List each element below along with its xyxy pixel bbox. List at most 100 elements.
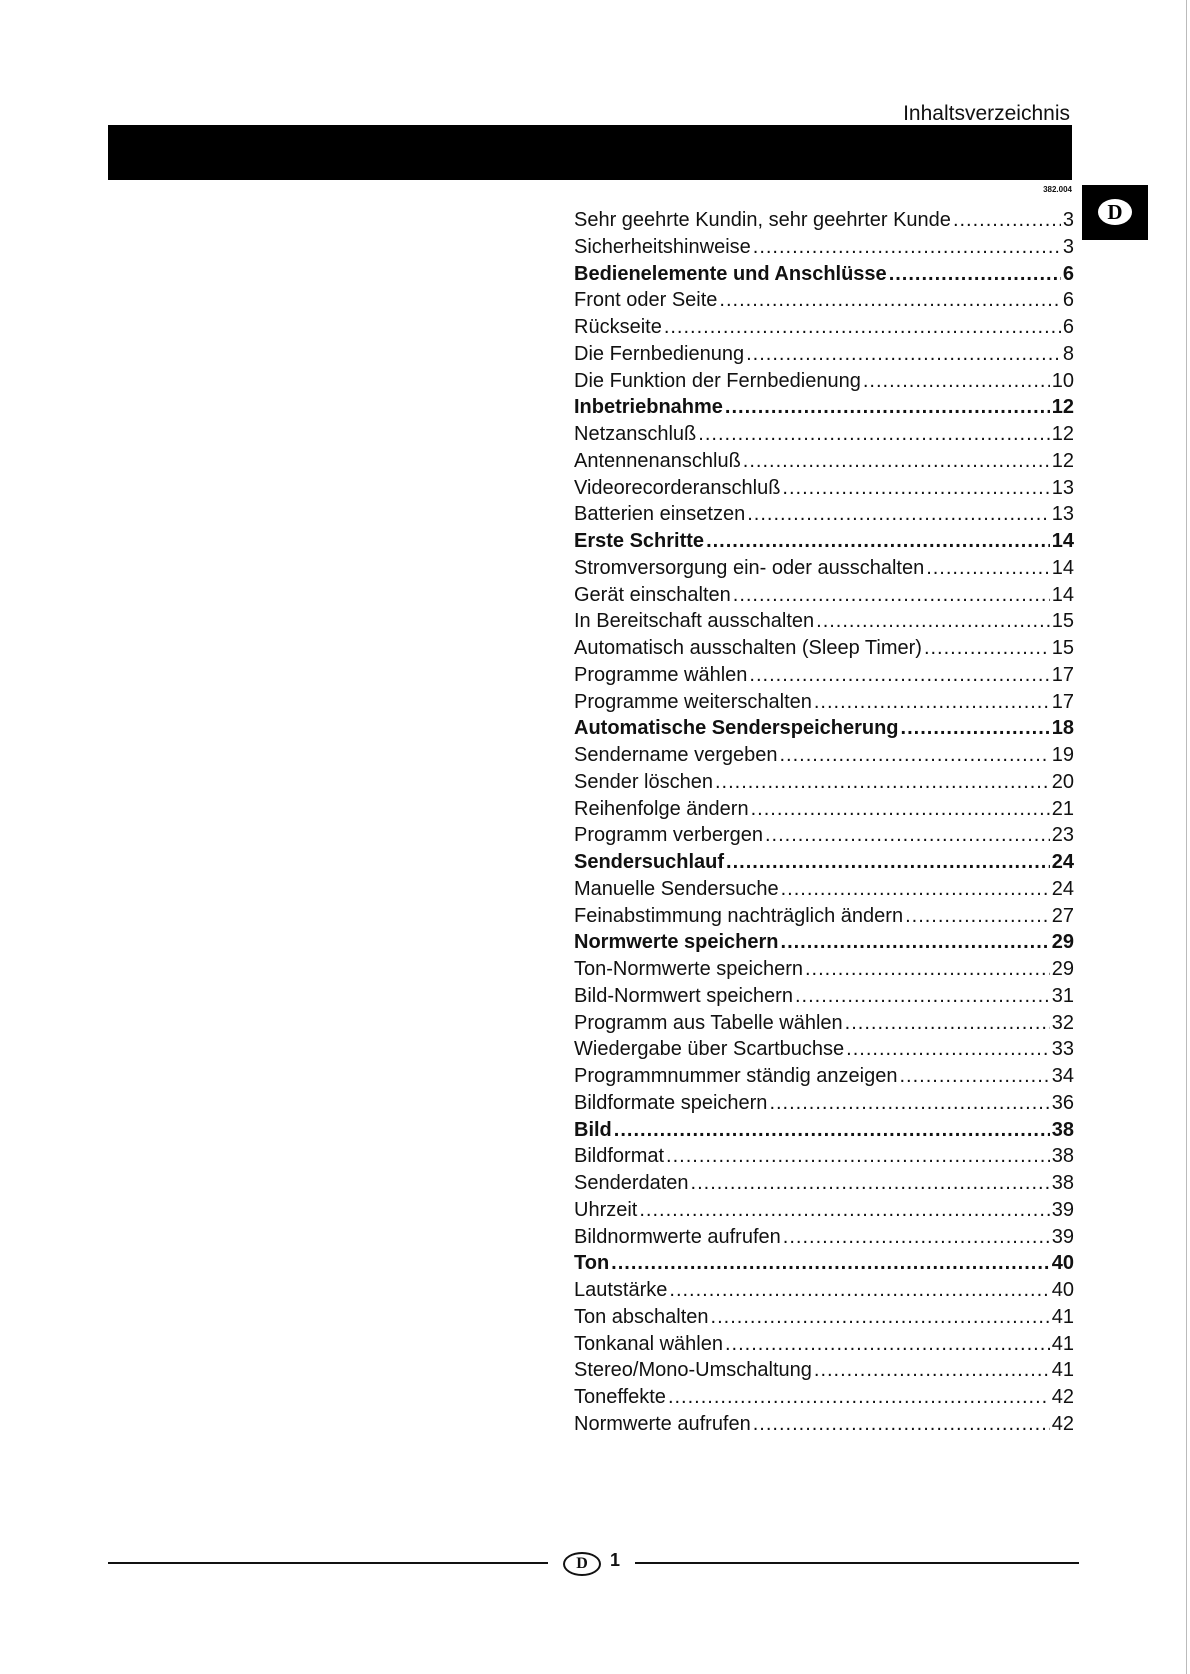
toc-entry-title: Senderdaten bbox=[574, 1172, 689, 1194]
toc-leader-dots bbox=[706, 530, 1050, 553]
toc-entry: Rückseite 6 bbox=[574, 316, 1074, 343]
page-number: 1 bbox=[610, 1550, 621, 1570]
toc-entry-page: 36 bbox=[1051, 1091, 1074, 1114]
toc-entry-page: 23 bbox=[1051, 824, 1074, 847]
toc-entry-page: 20 bbox=[1051, 770, 1074, 793]
toc-leader-dots bbox=[747, 503, 1050, 526]
toc-entry-title: Bildformate speichern bbox=[574, 1091, 768, 1114]
toc-entry: Programme wählen 17 bbox=[574, 664, 1074, 691]
page-title: Inhaltsverzeichnis bbox=[903, 102, 1070, 125]
toc-entry: Lautstärke 40 bbox=[574, 1279, 1074, 1306]
language-badge-icon: D bbox=[1098, 199, 1132, 225]
toc-entry: Sicherheitshinweise 3 bbox=[574, 236, 1074, 263]
toc-entry: Gerät einschalten 14 bbox=[574, 584, 1074, 611]
toc-leader-dots bbox=[753, 236, 1061, 259]
toc-entry-page: 17 bbox=[1051, 690, 1074, 713]
toc-entry-page: 38 bbox=[1051, 1172, 1074, 1194]
toc-entry: Ton 40 bbox=[574, 1252, 1074, 1279]
toc-entry-title: Automatisch ausschalten (Sleep Timer) bbox=[574, 637, 922, 659]
toc-leader-dots bbox=[743, 450, 1050, 473]
toc-leader-dots bbox=[611, 1252, 1050, 1275]
toc-entry-title: Stereo/Mono-Umschaltung bbox=[574, 1359, 812, 1382]
toc-entry: Stereo/Mono-Umschaltung 41 bbox=[574, 1359, 1074, 1386]
toc-entry-page: 31 bbox=[1051, 984, 1074, 1007]
toc-entry-title: Manuelle Sendersuche bbox=[574, 877, 779, 900]
toc-leader-dots bbox=[795, 985, 1050, 1008]
toc-entry: Bild-Normwert speichern 31 bbox=[574, 985, 1074, 1012]
toc-entry: Tonkanal wählen 41 bbox=[574, 1333, 1074, 1360]
toc-leader-dots bbox=[691, 1172, 1050, 1195]
toc-entry-page: 3 bbox=[1062, 209, 1074, 231]
toc-entry: Bildformate speichern 36 bbox=[574, 1092, 1074, 1119]
toc-entry: Erste Schritte 14 bbox=[574, 530, 1074, 557]
toc-entry-page: 39 bbox=[1051, 1198, 1074, 1221]
toc-entry: Bildnormwerte aufrufen 39 bbox=[574, 1226, 1074, 1253]
toc-entry-page: 42 bbox=[1051, 1386, 1074, 1408]
toc-entry-page: 6 bbox=[1062, 316, 1074, 338]
toc-leader-dots bbox=[664, 316, 1061, 339]
toc-entry: Stromversorgung ein- oder ausschalten 14 bbox=[574, 557, 1074, 584]
toc-entry-title: Batterien einsetzen bbox=[574, 503, 746, 526]
document-code: 382.004 bbox=[1043, 185, 1072, 194]
toc-entry-title: Programm aus Tabelle wählen bbox=[574, 1011, 843, 1034]
toc-leader-dots bbox=[733, 584, 1050, 607]
toc-entry-title: Gerät einschalten bbox=[574, 583, 731, 606]
toc-entry: Programmnummer ständig anzeigen 34 bbox=[574, 1065, 1074, 1092]
toc-entry-title: Wiedergabe über Scartbuchse bbox=[574, 1038, 845, 1061]
toc-entry-title: Videorecorderanschluß bbox=[574, 476, 781, 499]
toc-entry-title: In Bereitschaft ausschalten bbox=[574, 610, 815, 633]
toc-entry-title: Ton-Normwerte speichern bbox=[574, 958, 803, 980]
toc-entry: Inbetriebnahme 12 bbox=[574, 396, 1074, 423]
toc-leader-dots bbox=[926, 557, 1050, 580]
toc-entry-title: Sendername vergeben bbox=[574, 744, 778, 766]
toc-entry-page: 14 bbox=[1051, 530, 1074, 552]
toc-entry-title: Stromversorgung ein- oder ausschalten bbox=[574, 556, 925, 579]
toc-leader-dots bbox=[779, 744, 1049, 767]
toc-leader-dots bbox=[863, 370, 1050, 393]
toc-entry-title: Uhrzeit bbox=[574, 1198, 638, 1221]
toc-entry-title: Die Fernbedienung bbox=[574, 342, 745, 365]
toc-entry: Ton-Normwerte speichern 29 bbox=[574, 958, 1074, 985]
toc-leader-dots bbox=[782, 477, 1049, 500]
toc-entry-title: Ton bbox=[574, 1252, 610, 1275]
toc-entry-page: 38 bbox=[1051, 1145, 1074, 1168]
toc-entry-page: 40 bbox=[1051, 1252, 1074, 1275]
toc-leader-dots bbox=[746, 343, 1061, 366]
header-bar bbox=[108, 125, 1072, 180]
toc-leader-dots bbox=[711, 1306, 1050, 1329]
toc-entry-title: Sehr geehrte Kundin, sehr geehrter Kunde bbox=[574, 209, 951, 231]
toc-entry: Bildformat 38 bbox=[574, 1145, 1074, 1172]
toc-entry: Front oder Seite 6 bbox=[574, 289, 1074, 316]
toc-leader-dots bbox=[715, 771, 1050, 794]
toc-entry: Batterien einsetzen 13 bbox=[574, 503, 1074, 530]
toc-entry: Die Funktion der Fernbedienung 10 bbox=[574, 370, 1074, 397]
toc-entry: Bedienelemente und Anschlüsse 6 bbox=[574, 263, 1074, 290]
toc-entry-page: 27 bbox=[1051, 904, 1074, 927]
toc-entry-page: 17 bbox=[1051, 663, 1074, 686]
toc-entry: Programm aus Tabelle wählen 32 bbox=[574, 1012, 1074, 1039]
toc-leader-dots bbox=[924, 637, 1050, 660]
toc-entry-page: 34 bbox=[1051, 1065, 1074, 1087]
toc-entry: Sender löschen 20 bbox=[574, 771, 1074, 798]
toc-leader-dots bbox=[614, 1119, 1050, 1142]
toc-leader-dots bbox=[781, 878, 1050, 901]
language-tab: D bbox=[1082, 185, 1148, 240]
toc-entry: Normwerte aufrufen 42 bbox=[574, 1413, 1074, 1440]
toc-leader-dots bbox=[901, 717, 1050, 740]
toc-leader-dots bbox=[900, 1065, 1050, 1088]
toc-entry-title: Toneffekte bbox=[574, 1386, 666, 1408]
toc-entry-page: 42 bbox=[1051, 1412, 1074, 1435]
toc-entry-title: Sendersuchlauf bbox=[574, 851, 725, 873]
toc-entry-title: Bild-Normwert speichern bbox=[574, 984, 793, 1007]
toc-entry: Netzanschluß 12 bbox=[574, 423, 1074, 450]
toc-leader-dots bbox=[719, 289, 1060, 312]
toc-entry: Programme weiterschalten 17 bbox=[574, 691, 1074, 718]
toc-entry-title: Netzanschluß bbox=[574, 423, 697, 445]
toc-entry: Senderdaten 38 bbox=[574, 1172, 1074, 1199]
toc-entry-page: 29 bbox=[1051, 958, 1074, 980]
toc-entry-page: 40 bbox=[1051, 1279, 1074, 1301]
toc-leader-dots bbox=[905, 905, 1050, 928]
toc-entry-title: Programmnummer ständig anzeigen bbox=[574, 1065, 898, 1087]
toc-entry-page: 13 bbox=[1051, 503, 1074, 526]
